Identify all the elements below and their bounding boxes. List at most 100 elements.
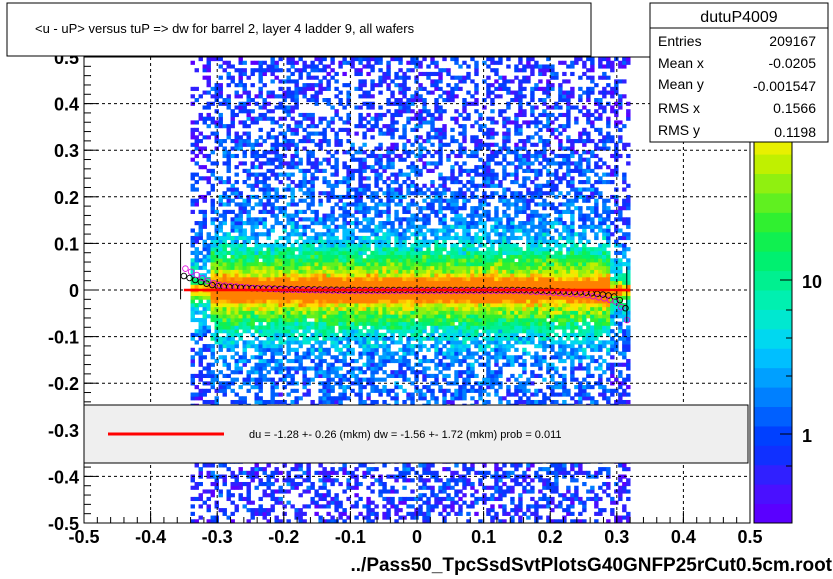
heatmap-cell bbox=[222, 273, 227, 278]
heatmap-cell bbox=[342, 467, 347, 472]
heatmap-cell bbox=[226, 105, 231, 110]
heatmap-cell bbox=[222, 463, 227, 468]
heatmap-cell bbox=[426, 358, 431, 364]
heatmap-cell bbox=[378, 68, 383, 73]
heatmap-cell bbox=[214, 377, 219, 382]
heatmap-cell bbox=[306, 75, 311, 80]
heatmap-cell bbox=[234, 344, 239, 349]
heatmap-cell bbox=[398, 373, 403, 379]
heatmap-cell bbox=[390, 340, 395, 345]
heatmap-cell bbox=[346, 120, 351, 125]
heatmap-cell bbox=[354, 500, 359, 505]
heatmap-cell bbox=[242, 131, 247, 136]
heatmap-cell bbox=[454, 206, 459, 211]
heatmap-cell bbox=[306, 161, 311, 166]
heatmap-cell bbox=[374, 321, 379, 326]
heatmap-cell bbox=[442, 183, 447, 188]
heatmap-cell bbox=[378, 209, 383, 214]
heatmap-cell bbox=[402, 124, 407, 129]
heatmap-cell bbox=[206, 388, 211, 393]
heatmap-cell bbox=[290, 172, 295, 177]
heatmap-cell bbox=[342, 265, 347, 270]
heatmap-cell bbox=[314, 258, 319, 263]
heatmap-cell bbox=[310, 303, 315, 308]
heatmap-cell bbox=[338, 142, 343, 147]
heatmap-cell bbox=[266, 276, 271, 282]
heatmap-cell bbox=[414, 250, 419, 255]
heatmap-cell bbox=[310, 112, 315, 118]
heatmap-cell bbox=[342, 213, 347, 218]
heatmap-cell bbox=[406, 325, 411, 330]
heatmap-cell bbox=[410, 370, 415, 375]
heatmap-cell bbox=[202, 105, 207, 110]
heatmap-cell bbox=[270, 60, 275, 65]
heatmap-cell bbox=[294, 83, 299, 88]
heatmap-cell bbox=[306, 217, 311, 222]
heatmap-cell bbox=[270, 71, 275, 77]
heatmap-cell bbox=[318, 493, 323, 498]
heatmap-cell bbox=[326, 396, 331, 401]
heatmap-cell bbox=[306, 139, 311, 144]
heatmap-cell bbox=[422, 217, 427, 222]
heatmap-cell bbox=[246, 306, 251, 311]
heatmap-cell bbox=[314, 500, 319, 505]
heatmap-cell bbox=[390, 325, 395, 330]
heatmap-cell bbox=[206, 247, 211, 252]
heatmap-cell bbox=[282, 269, 287, 274]
heatmap-cell bbox=[286, 329, 291, 334]
heatmap-cell bbox=[370, 358, 375, 364]
heatmap-cell bbox=[306, 247, 311, 252]
heatmap-cell bbox=[426, 250, 431, 255]
heatmap-cell bbox=[398, 347, 403, 352]
heatmap-cell bbox=[358, 247, 363, 252]
heatmap-cell bbox=[446, 254, 451, 259]
heatmap-cell bbox=[234, 202, 239, 207]
heatmap-cell bbox=[302, 317, 307, 323]
heatmap-cell bbox=[326, 310, 331, 315]
heatmap-cell bbox=[262, 325, 267, 330]
heatmap-cell bbox=[350, 332, 355, 337]
heatmap-cell bbox=[342, 202, 347, 207]
heatmap-cell bbox=[254, 385, 259, 390]
heatmap-cell bbox=[286, 336, 291, 341]
heatmap-cell bbox=[318, 239, 323, 244]
heatmap-cell bbox=[294, 388, 299, 393]
heatmap-cell bbox=[406, 262, 411, 267]
heatmap-cell bbox=[374, 273, 379, 278]
heatmap-cell bbox=[290, 213, 295, 218]
heatmap-cell bbox=[298, 276, 303, 282]
heatmap-cell bbox=[398, 276, 403, 282]
heatmap-cell bbox=[246, 500, 251, 505]
heatmap-cell bbox=[258, 508, 263, 513]
heatmap-cell bbox=[234, 250, 239, 255]
heatmap-cell bbox=[454, 347, 459, 352]
heatmap-cell bbox=[258, 243, 263, 248]
heatmap-cell bbox=[270, 262, 275, 267]
heatmap-cell bbox=[262, 329, 267, 334]
heatmap-cell bbox=[242, 310, 247, 315]
heatmap-cell bbox=[250, 478, 255, 483]
heatmap-cell bbox=[426, 187, 431, 192]
heatmap-cell bbox=[402, 467, 407, 472]
heatmap-cell bbox=[330, 317, 335, 323]
heatmap-cell bbox=[430, 284, 435, 289]
heatmap-cell bbox=[262, 306, 267, 311]
heatmap-cell bbox=[306, 180, 311, 185]
heatmap-cell bbox=[410, 381, 415, 386]
heatmap-cell bbox=[226, 209, 231, 214]
heatmap-cell bbox=[270, 351, 275, 356]
heatmap-cell bbox=[242, 381, 247, 386]
heatmap-cell bbox=[358, 366, 363, 371]
heatmap-cell bbox=[346, 131, 351, 136]
heatmap-cell bbox=[438, 273, 443, 278]
heatmap-cell bbox=[406, 463, 411, 468]
heatmap-cell bbox=[306, 265, 311, 270]
heatmap-cell bbox=[282, 489, 287, 494]
heatmap-cell bbox=[326, 273, 331, 278]
heatmap-cell bbox=[262, 105, 267, 110]
heatmap-cell bbox=[322, 321, 327, 326]
heatmap-cell bbox=[266, 463, 271, 468]
heatmap-cell bbox=[222, 161, 227, 166]
heatmap-cell bbox=[202, 392, 207, 397]
heatmap-cell bbox=[310, 221, 315, 226]
